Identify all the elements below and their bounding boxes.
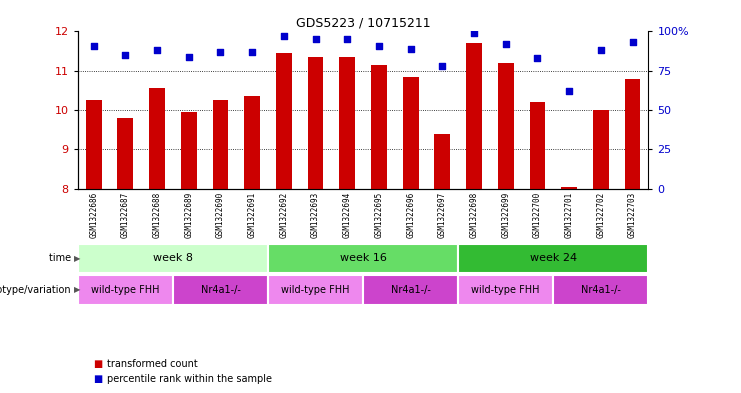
Text: GSM1322696: GSM1322696 (406, 191, 415, 237)
Bar (245, 96, 260, 189)
Text: week 24: week 24 (530, 253, 576, 263)
Bar (78, 244, 268, 273)
Bar (625, 79, 640, 189)
Text: week 8: week 8 (153, 253, 193, 263)
Point (405, 46, 416, 52)
Bar (268, 275, 363, 305)
Bar (276, 53, 292, 189)
Point (215, 49, 227, 55)
Bar (339, 57, 355, 189)
Text: GSM1322699: GSM1322699 (501, 191, 511, 237)
Point (183, 53, 195, 60)
Text: GSM1322689: GSM1322689 (185, 191, 193, 237)
Text: GSM1322698: GSM1322698 (470, 191, 479, 237)
Text: genotype/variation: genotype/variation (0, 285, 74, 295)
Text: Nr4a1-/-: Nr4a1-/- (391, 285, 431, 295)
Text: GSM1322692: GSM1322692 (279, 191, 288, 237)
Text: ■: ■ (93, 374, 102, 384)
Bar (173, 275, 268, 305)
Point (499, 41, 511, 47)
Text: GSM1322700: GSM1322700 (533, 191, 542, 237)
Text: GSM1322687: GSM1322687 (121, 191, 130, 237)
Text: GSM1322697: GSM1322697 (438, 191, 447, 237)
Point (627, 39, 639, 46)
Point (278, 33, 290, 39)
Bar (268, 244, 458, 273)
Point (436, 63, 448, 69)
Text: percentile rank within the sample: percentile rank within the sample (107, 374, 273, 384)
Bar (78, 275, 173, 305)
Point (531, 55, 543, 61)
Point (151, 47, 163, 53)
Bar (181, 112, 196, 189)
Bar (554, 275, 648, 305)
Text: Nr4a1-/-: Nr4a1-/- (581, 285, 621, 295)
Text: Nr4a1-/-: Nr4a1-/- (201, 285, 240, 295)
Point (246, 49, 258, 55)
Bar (402, 77, 419, 189)
Text: wild-type FHH: wild-type FHH (91, 285, 159, 295)
Point (563, 88, 575, 94)
Text: GSM1322702: GSM1322702 (597, 191, 605, 237)
Text: ▶: ▶ (74, 285, 81, 294)
Bar (308, 57, 324, 189)
Bar (363, 275, 458, 305)
Text: wild-type FHH: wild-type FHH (471, 285, 540, 295)
Bar (86, 100, 102, 189)
Bar (149, 88, 165, 189)
Text: GSM1322690: GSM1322690 (216, 191, 225, 237)
Text: GSM1322695: GSM1322695 (374, 191, 383, 237)
Text: transformed count: transformed count (107, 358, 198, 369)
Bar (458, 275, 554, 305)
Bar (498, 63, 514, 189)
Bar (530, 102, 545, 189)
Bar (371, 65, 387, 189)
Text: GSM1322688: GSM1322688 (153, 191, 162, 237)
Text: GSM1322693: GSM1322693 (311, 191, 320, 237)
Text: ■: ■ (93, 358, 102, 369)
Text: time: time (49, 253, 74, 263)
Point (119, 52, 131, 58)
Bar (213, 100, 228, 189)
Text: GSM1322694: GSM1322694 (343, 191, 352, 237)
Bar (434, 134, 451, 189)
Point (310, 36, 322, 42)
Point (468, 30, 480, 36)
Text: GSM1322686: GSM1322686 (89, 191, 98, 237)
Text: GSM1322691: GSM1322691 (247, 191, 256, 237)
Bar (593, 110, 609, 189)
Bar (466, 43, 482, 189)
Text: week 16: week 16 (339, 253, 387, 263)
Bar (458, 244, 648, 273)
Text: ▶: ▶ (74, 254, 81, 263)
Bar (561, 187, 577, 189)
Point (595, 47, 607, 53)
Bar (117, 118, 133, 189)
Text: wild-type FHH: wild-type FHH (282, 285, 350, 295)
Point (373, 42, 385, 49)
Text: GDS5223 / 10715211: GDS5223 / 10715211 (296, 17, 431, 29)
Point (342, 36, 353, 42)
Point (87, 42, 99, 49)
Text: GSM1322701: GSM1322701 (565, 191, 574, 237)
Text: GSM1322703: GSM1322703 (628, 191, 637, 237)
